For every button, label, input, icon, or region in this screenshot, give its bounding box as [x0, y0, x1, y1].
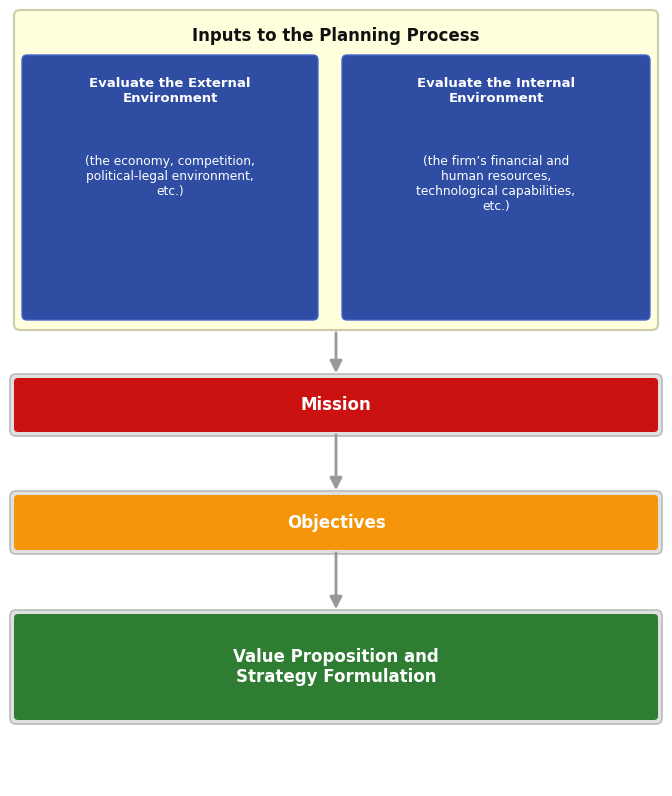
Text: Inputs to the Planning Process: Inputs to the Planning Process: [192, 27, 480, 45]
Text: Mission: Mission: [300, 396, 372, 414]
Text: Evaluate the External
Environment: Evaluate the External Environment: [89, 77, 251, 105]
FancyBboxPatch shape: [14, 378, 658, 432]
FancyBboxPatch shape: [14, 495, 658, 550]
FancyBboxPatch shape: [14, 614, 658, 720]
Text: Objectives: Objectives: [287, 513, 385, 532]
FancyBboxPatch shape: [10, 374, 662, 436]
Text: (the economy, competition,
political-legal environment,
etc.): (the economy, competition, political-leg…: [85, 155, 255, 198]
FancyBboxPatch shape: [14, 10, 658, 330]
Text: Value Proposition and
Strategy Formulation: Value Proposition and Strategy Formulati…: [233, 648, 439, 686]
Text: (the firm’s financial and
human resources,
technological capabilities,
etc.): (the firm’s financial and human resource…: [417, 155, 575, 213]
Text: Evaluate the Internal
Environment: Evaluate the Internal Environment: [417, 77, 575, 105]
FancyBboxPatch shape: [342, 55, 650, 320]
FancyBboxPatch shape: [22, 55, 318, 320]
FancyBboxPatch shape: [10, 491, 662, 554]
FancyBboxPatch shape: [10, 610, 662, 724]
